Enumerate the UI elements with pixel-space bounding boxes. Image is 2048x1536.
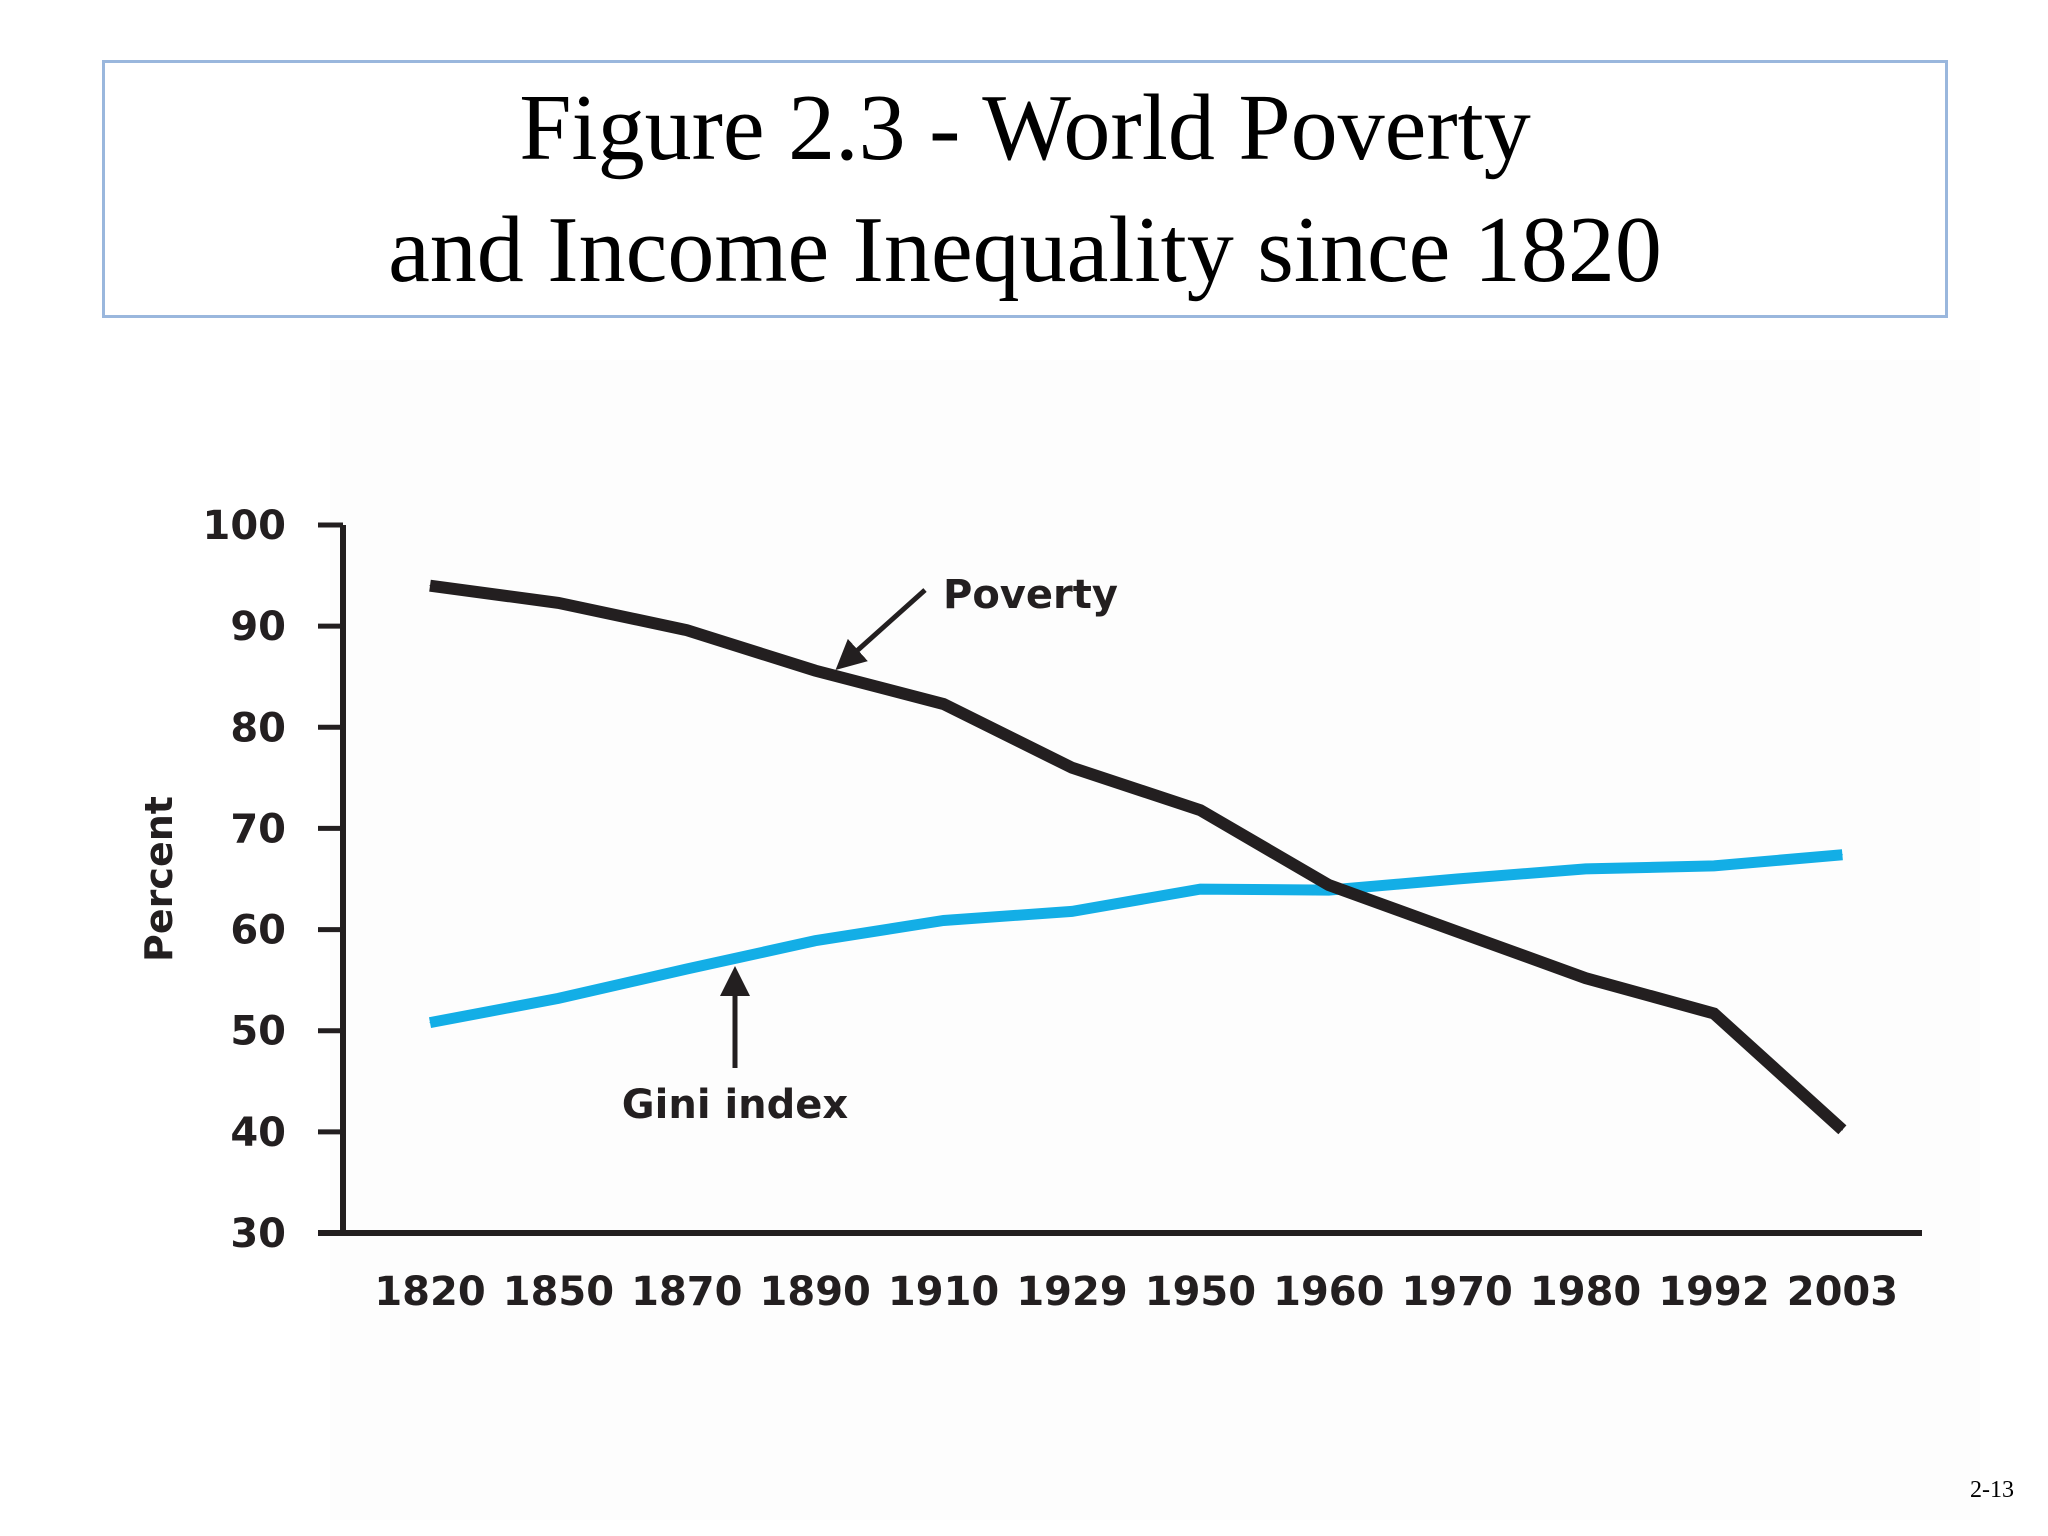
gini-point [1713,865,1715,867]
gini-annotation: Gini index [622,1082,849,1128]
x-tick-label: 1870 [631,1269,742,1315]
x-tick-label: 1950 [1145,1269,1256,1315]
poverty-annotation: Poverty [943,572,1118,618]
y-tick-label: 40 [230,1110,286,1156]
y-tick-label: 30 [230,1211,286,1257]
poverty-point [1456,931,1458,933]
annotations: Poverty Gini index [622,572,1118,1128]
gini-point [1199,888,1201,890]
slide-number: 2-13 [1970,1477,2014,1503]
x-tick-label: 1980 [1530,1269,1641,1315]
poverty-point [429,585,431,587]
y-tick-label: 80 [230,705,286,751]
x-tick-label: 1960 [1273,1269,1384,1315]
poverty-point [1199,809,1201,811]
poverty-point [1585,977,1587,979]
series-layer [428,579,1847,1135]
gini-point [1585,868,1587,870]
y-axis-title: Percent [137,796,181,962]
gini-point [429,1022,431,1024]
poverty-point [814,670,816,672]
poverty-point [1713,1013,1715,1015]
slide-title-box: Figure 2.3 - World Poverty and Income In… [102,60,1948,318]
x-tick-label: 1820 [374,1269,485,1315]
gini-point [1071,910,1073,912]
slide-title-line-2: and Income Inequality since 1820 [388,198,1662,302]
poverty-arrow [835,588,927,670]
poverty-point [1841,1129,1843,1131]
gini-point [943,919,945,921]
x-tick-label: 1992 [1658,1269,1769,1315]
gini-point [557,997,559,999]
poverty-point [943,703,945,705]
y-tick-label: 60 [230,908,286,954]
poverty-point [1071,767,1073,769]
poverty-point [1328,884,1330,886]
chart-panel [330,360,1980,1520]
slide-title-line-1: Figure 2.3 - World Poverty [519,76,1531,180]
y-tick-label: 100 [203,503,287,549]
y-tick-label: 50 [230,1009,286,1055]
poverty-point [686,629,688,631]
gini-point [814,940,816,942]
x-tick-label: 1850 [503,1269,614,1315]
gini-point [1841,854,1843,856]
x-tick-label: 1929 [1016,1269,1127,1315]
poverty-point [557,602,559,604]
x-tick-label: 2003 [1787,1269,1898,1315]
gini-point [1456,878,1458,880]
axes: 30 40 50 60 70 80 90 100 1820 1850 1870 1890 1910 192… [203,503,1922,1315]
x-tick-label: 1890 [760,1269,871,1315]
poverty-line [429,579,1847,1135]
gini-point [686,968,688,970]
y-tick-label: 90 [230,604,286,650]
gini-line [428,849,1843,1029]
x-tick-label: 1910 [888,1269,999,1315]
x-tick-label: 1970 [1402,1269,1513,1315]
y-tick-label: 70 [230,806,286,852]
